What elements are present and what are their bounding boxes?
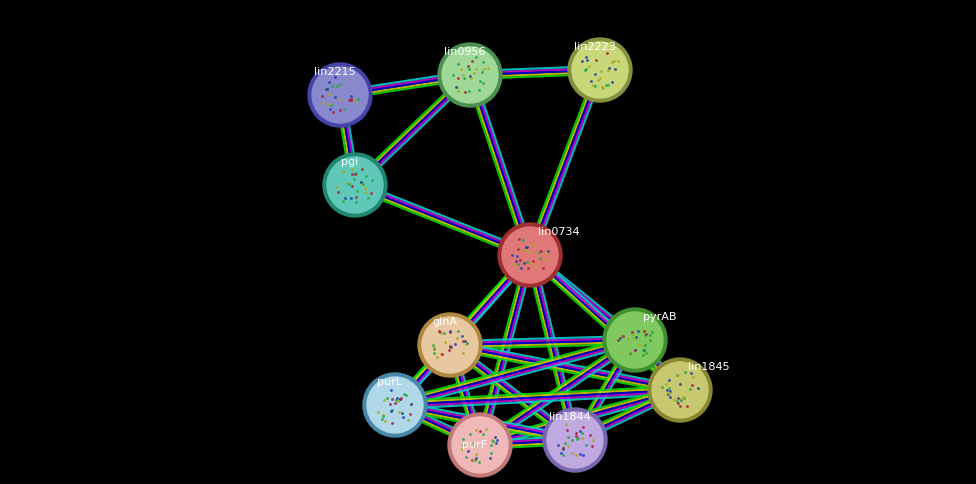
Text: lin2215: lin2215: [314, 67, 356, 77]
Circle shape: [572, 42, 628, 98]
Circle shape: [655, 365, 706, 415]
Circle shape: [448, 413, 512, 477]
Circle shape: [418, 313, 482, 377]
Circle shape: [452, 417, 508, 473]
Circle shape: [363, 373, 427, 437]
Text: lin2223: lin2223: [574, 42, 616, 52]
Circle shape: [367, 377, 423, 433]
Circle shape: [549, 415, 600, 465]
Circle shape: [370, 380, 421, 430]
Circle shape: [455, 420, 506, 470]
Text: purF: purF: [463, 440, 488, 450]
Text: lin0734: lin0734: [538, 227, 580, 237]
Circle shape: [607, 312, 663, 368]
Circle shape: [568, 38, 632, 102]
Circle shape: [438, 43, 502, 107]
Circle shape: [610, 315, 660, 365]
Circle shape: [312, 67, 368, 123]
Text: pgi: pgi: [342, 157, 358, 167]
Circle shape: [315, 70, 365, 120]
Circle shape: [505, 230, 555, 280]
Circle shape: [323, 153, 387, 217]
Circle shape: [442, 47, 498, 103]
Circle shape: [425, 320, 475, 370]
Text: lin1845: lin1845: [688, 362, 730, 372]
Text: lin1844: lin1844: [549, 412, 590, 422]
Circle shape: [652, 362, 708, 418]
Circle shape: [648, 358, 712, 422]
Circle shape: [603, 308, 667, 372]
Text: purL: purL: [378, 377, 402, 387]
Circle shape: [543, 408, 607, 472]
Text: lin0956: lin0956: [444, 47, 486, 57]
Circle shape: [575, 45, 626, 95]
Circle shape: [498, 223, 562, 287]
Text: glnA: glnA: [432, 317, 458, 327]
Circle shape: [327, 157, 383, 213]
Circle shape: [445, 50, 495, 100]
Circle shape: [502, 227, 558, 283]
Text: pyrAB: pyrAB: [643, 312, 676, 322]
Circle shape: [422, 317, 478, 373]
Circle shape: [330, 160, 381, 210]
Circle shape: [547, 412, 603, 468]
Circle shape: [308, 63, 372, 127]
